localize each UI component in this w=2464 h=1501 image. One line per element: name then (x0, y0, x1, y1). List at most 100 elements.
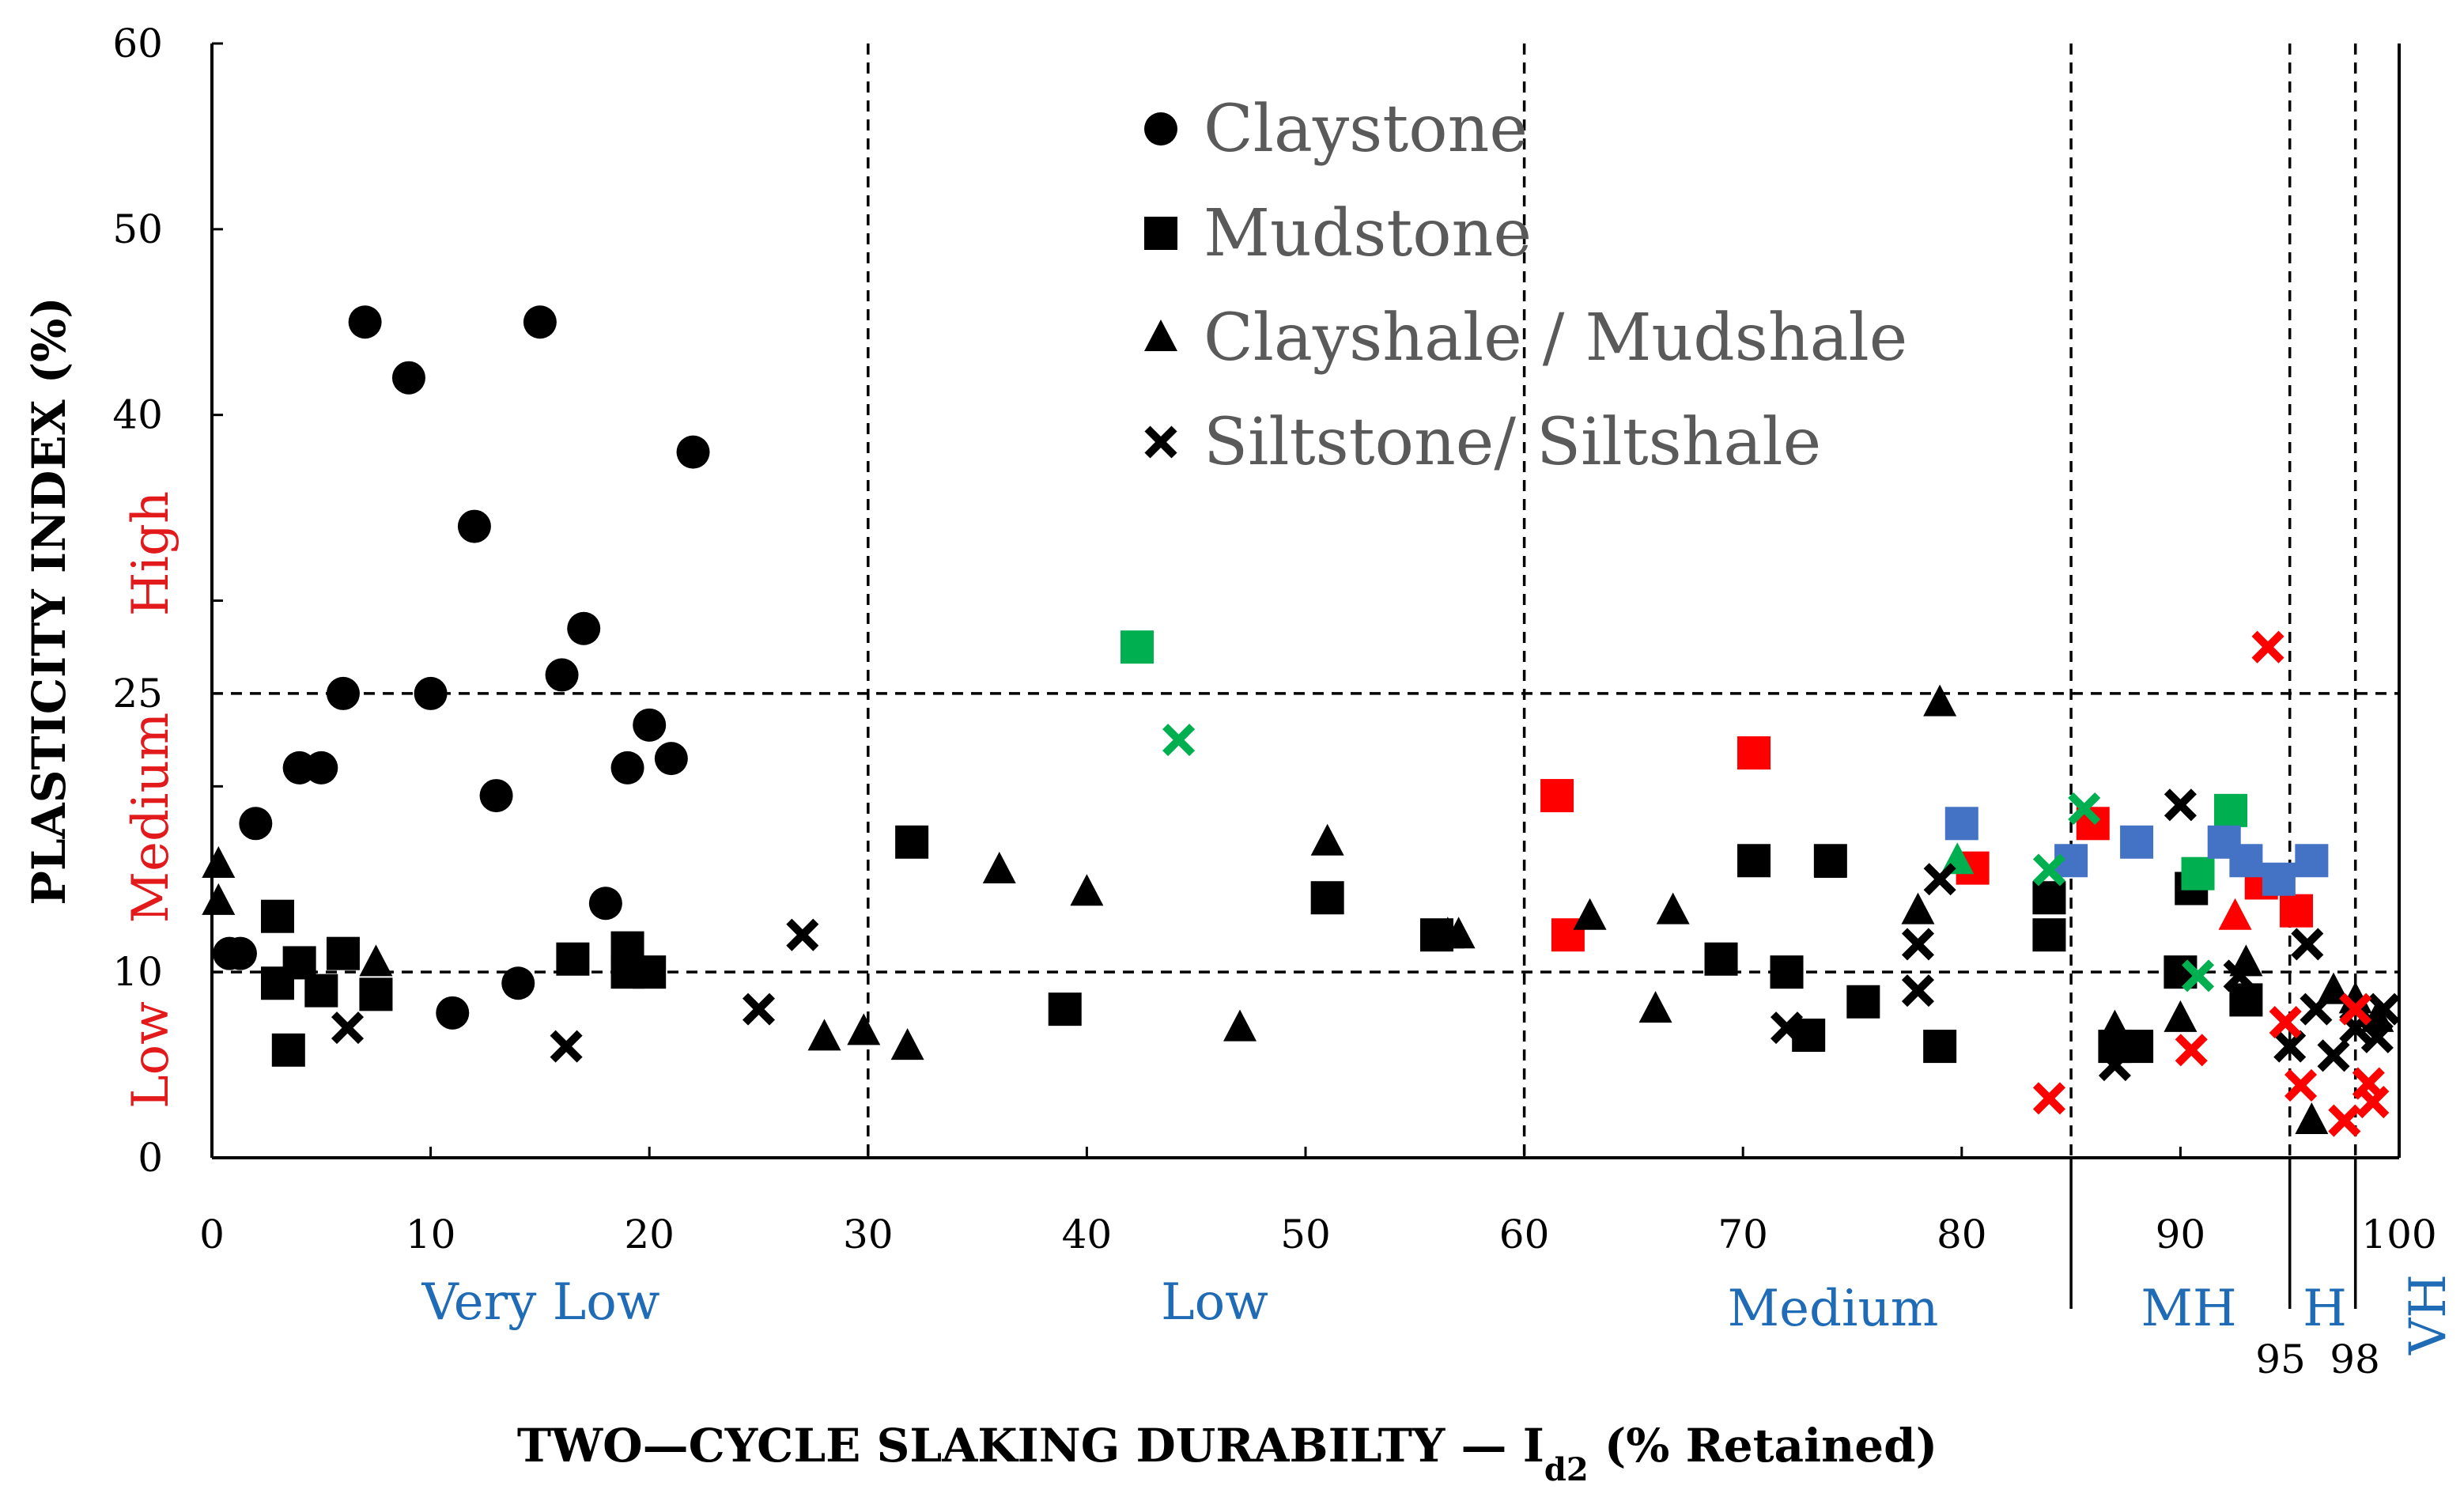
clayshale-mudshale-point (890, 1028, 924, 1061)
mudstone-point (633, 955, 667, 989)
boundary-label-95: 95 (2255, 1337, 2306, 1382)
claystone-point (223, 936, 257, 970)
siltstone-siltshale-point (2300, 992, 2333, 1026)
siltstone-siltshale-point (1770, 1011, 1804, 1045)
plasticity-class-medium: Medium (122, 713, 180, 924)
mudstone-point (2032, 881, 2066, 915)
claystone-point (545, 658, 579, 692)
siltstone-green-point (2032, 853, 2065, 887)
mudstone-point (556, 942, 590, 976)
clayshale-mudshale-point (202, 883, 236, 915)
mudstone-point (304, 974, 338, 1008)
clayshale-mudshale-point (982, 852, 1016, 884)
clayshale-mudshale-point (1901, 892, 1935, 924)
siltstone-siltshale-point (2223, 959, 2256, 992)
siltstone-siltshale-point (550, 1030, 583, 1063)
durability-class-mh: MH (2141, 1280, 2236, 1338)
clayshale-mudshale-point (1923, 684, 1957, 716)
clayshale-mudshale-point (1442, 917, 1476, 949)
x-axis-title: TWO—CYCLE SLAKING DURABILTY — Id2 (% Ret… (517, 1419, 1937, 1488)
mudstone-point (271, 1033, 305, 1067)
y-tick-label: 60 (112, 21, 163, 66)
siltstone-siltshale-point (1901, 928, 1935, 961)
y-axis-title: PLASTICITY INDEX (%) (22, 297, 76, 905)
siltstone-red-point (2032, 1082, 2065, 1115)
siltstone-red-point (2356, 1086, 2390, 1119)
legend-label-clayshale-mudshale: Clayshale / Mudshale (1204, 301, 1907, 376)
claystone-point (391, 361, 425, 395)
siltstone-siltshale-point (2360, 1020, 2394, 1053)
claystone-point (414, 676, 448, 710)
clayshale-mudshale-point (807, 1019, 841, 1051)
siltstone-siltshale-point (1901, 974, 1935, 1008)
siltstone-siltshale-point (2368, 992, 2401, 1026)
x-tick-label: 90 (2156, 1212, 2206, 1257)
claystone-point (326, 676, 360, 710)
siltstone-siltshale-point (786, 918, 819, 951)
clayshale-mudshale-point (2295, 1102, 2329, 1135)
siltstone-siltshale-point (2291, 928, 2324, 961)
mudstone-point (1846, 985, 1880, 1019)
siltstone-red-point (2269, 1006, 2302, 1039)
y-tick-label: 0 (138, 1135, 163, 1181)
axis-ticks: 0 10 20 30 40 50 60 70 80 90 100 0 10 25 40 50 60 (112, 21, 2436, 1257)
clayshale-mudshale-point (1813, 845, 1847, 878)
durability-class-low: Low (1161, 1273, 1268, 1332)
legend: Claystone Mudstone Clayshale / Mudshale Sil… (1144, 92, 1907, 480)
mudstone-point (1704, 942, 1738, 976)
clayshale-mudshale-point (359, 944, 393, 977)
mudstone-point (1923, 1030, 1957, 1064)
x-tick-label: 20 (624, 1212, 675, 1257)
mudstone-blue-point (2262, 862, 2296, 896)
clayshale-mudshale-point (1656, 892, 1690, 924)
claystone-point (610, 750, 644, 785)
siltstone-siltshale-point (2164, 788, 2197, 822)
plasticity-class-low: Low (122, 1001, 180, 1109)
claystone-point (588, 887, 622, 921)
siltstone-siltshale-point (331, 1011, 365, 1045)
mudstone-point (359, 977, 393, 1011)
claystone-point (457, 509, 491, 543)
claystone-point (567, 611, 601, 645)
claystone-point (436, 996, 470, 1030)
siltstone-siltshale-point (742, 992, 776, 1026)
legend-marker-siltstone-siltshale (1144, 425, 1177, 459)
mudstone-point (2229, 983, 2263, 1017)
mudstone-point (895, 825, 929, 859)
clayshale-mudshale-point (1070, 874, 1104, 906)
claystone-point (348, 305, 382, 339)
mudstone-red-point (1540, 779, 1574, 813)
claystone-point (633, 708, 667, 742)
siltstone-green-point (2068, 792, 2101, 826)
mudstone-red-point (2279, 894, 2313, 928)
mudstone-point (1310, 881, 1344, 915)
clayshale-mudshale-point (2164, 1000, 2198, 1032)
boundary-label-98: 98 (2330, 1337, 2380, 1382)
siltstone-red-point (2328, 1104, 2361, 1137)
clayshale-mudshale-point (202, 845, 236, 878)
mudstone-point (1737, 844, 1771, 878)
x-tick-label: 70 (1718, 1212, 1768, 1257)
legend-marker-mudstone (1144, 217, 1177, 250)
durability-class-h: H (2303, 1280, 2347, 1338)
claystone-point (523, 305, 557, 339)
y-tick-label: 50 (112, 206, 163, 252)
legend-label-mudstone: Mudstone (1204, 196, 1532, 271)
mudstone-point (282, 946, 316, 980)
claystone-point (304, 750, 338, 785)
mudstone-blue-point (2229, 844, 2263, 878)
x-tick-label: 30 (843, 1212, 894, 1257)
siltstone-green-point (1162, 724, 1196, 757)
y-tick-label: 25 (112, 671, 163, 716)
mudstone-green-point (2181, 856, 2215, 890)
x-tick-label: 60 (1499, 1212, 1550, 1257)
mudstone-red-point (1737, 736, 1771, 770)
durability-class-very-low: Very Low (421, 1273, 659, 1332)
siltstone-red-point (2251, 630, 2284, 664)
legend-label-claystone: Claystone (1204, 92, 1528, 167)
x-tick-label: 10 (406, 1212, 456, 1257)
clayshale-mudshale-point (847, 1013, 881, 1045)
siltstone-siltshale-point (2098, 1049, 2131, 1082)
mudstone-point (1770, 955, 1804, 989)
